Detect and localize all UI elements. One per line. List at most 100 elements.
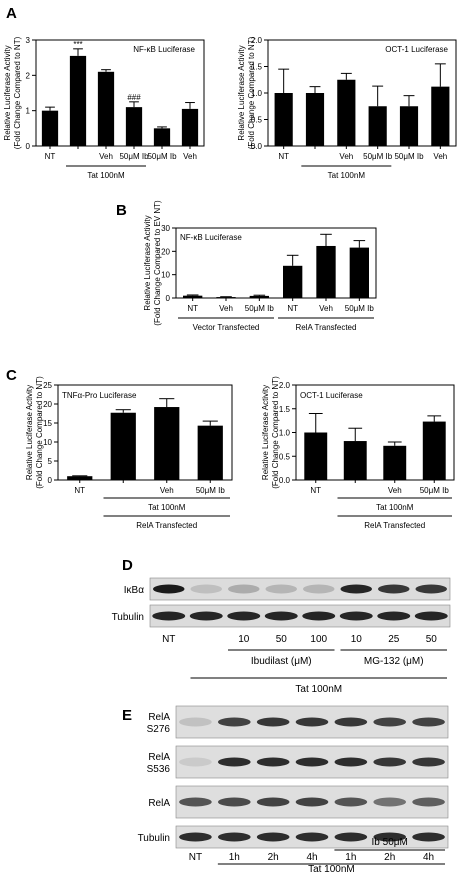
blot-band — [217, 717, 251, 727]
bar — [337, 79, 356, 146]
bar — [197, 425, 223, 480]
category-label: 50μM Ib — [394, 152, 424, 161]
lane-label: 10 — [351, 634, 363, 645]
y-tick-label: 10 — [161, 271, 170, 280]
y-tick-label: 5 — [48, 457, 53, 466]
category-label: NT — [310, 486, 321, 495]
bar — [431, 86, 450, 146]
chart-c1-tnfa: 0 5 10 15 20 25 Relative Luciferase Activity (F… — [25, 376, 233, 530]
ikba-band — [415, 584, 447, 594]
bar — [283, 265, 303, 298]
panel-label-d: D — [122, 557, 133, 574]
panel-label-b: B — [116, 202, 127, 219]
lane-label: NT — [162, 634, 175, 645]
bar — [67, 476, 93, 480]
lane-label: 2h — [384, 852, 395, 863]
bar — [399, 106, 419, 146]
blot-row-label: RelA — [148, 712, 170, 723]
tubulin-band — [377, 611, 411, 621]
blot-band — [295, 832, 329, 842]
chart-a2-oct1: 0.0 0.5 1.0 1.5 2.0 Relative Luciferase Activ… — [237, 36, 457, 180]
lane-label: 50 — [276, 634, 288, 645]
category-label: NT — [278, 152, 289, 161]
bar — [97, 71, 115, 146]
blot-band — [295, 757, 329, 767]
y-tick-label: 15 — [43, 419, 52, 428]
category-label: NT — [74, 486, 85, 495]
y-tick-label: 1 — [26, 107, 31, 116]
blot-row-label-2: S536 — [147, 764, 171, 775]
group-label: Tat 100nM — [376, 503, 414, 512]
blot-band — [412, 757, 445, 767]
category-label: Veh — [219, 304, 233, 313]
blot-band — [334, 717, 368, 727]
ikba-band — [340, 584, 372, 594]
plot-frame — [175, 227, 377, 299]
bar — [69, 55, 87, 146]
y-axis-label: Relative Luciferase Activity — [237, 45, 246, 140]
bar — [304, 432, 328, 480]
tubulin-band — [227, 611, 261, 621]
y-tick-label: 30 — [161, 224, 170, 233]
group-label: Tat 100nM — [87, 171, 125, 180]
blot-group-label: Tat 100nM — [295, 684, 342, 695]
y-tick-label: 1.0 — [279, 429, 291, 438]
western-blot-d: IκBα Tubulin NT 10 50 100 10 25 50 Ibudilast (μM)… — [112, 577, 451, 695]
lane-label: NT — [189, 852, 202, 863]
y-axis-label-2: (Fold Change Compared to NT) — [247, 36, 256, 149]
blot-band — [373, 757, 407, 767]
blot-band — [179, 832, 212, 842]
significance-mark: ### — [127, 93, 141, 102]
blot-membrane — [149, 604, 451, 628]
blot-band — [179, 717, 212, 727]
bar — [349, 247, 369, 298]
blot-band — [256, 832, 290, 842]
category-label: 50μM Ib — [196, 486, 226, 495]
lane-label: 10 — [238, 634, 250, 645]
tubulin-band — [302, 611, 336, 621]
blot-row-label: RelA — [148, 798, 170, 809]
category-label: 50μM Ib — [147, 152, 177, 161]
plot-frame — [267, 39, 457, 147]
bar — [305, 93, 325, 146]
blot-band — [334, 797, 368, 807]
blot-band — [179, 757, 212, 767]
panel-label-a: A — [6, 5, 17, 22]
y-axis-label: Relative Luciferase Activity — [25, 385, 34, 480]
category-label: NT — [187, 304, 198, 313]
lane-label: 25 — [388, 634, 400, 645]
chart-title: NF-κB Luciferase — [133, 45, 195, 54]
category-label: NT — [45, 152, 56, 161]
y-tick-label: 0.0 — [251, 142, 263, 151]
y-tick-label: 25 — [43, 381, 52, 390]
lane-label: 100 — [310, 634, 327, 645]
bar — [153, 128, 171, 146]
bar — [181, 108, 199, 146]
y-axis-label-2: (Fold Change Compared to NT) — [35, 376, 44, 489]
chart-title: TNFα-Pro Luciferase — [62, 391, 137, 400]
category-label: Veh — [160, 486, 174, 495]
category-label: Veh — [99, 152, 113, 161]
lane-label: 1h — [345, 852, 356, 863]
group-label: Vector Transfected — [193, 323, 260, 332]
group-label: RelA Transfected — [136, 521, 197, 530]
group-label: Tat 100nM — [148, 503, 186, 512]
bar — [154, 407, 180, 480]
panel-label-e: E — [122, 707, 132, 724]
y-tick-label: 1.0 — [251, 89, 263, 98]
panel-label-c: C — [6, 367, 17, 384]
y-tick-label: 2 — [26, 71, 31, 80]
plot-frame — [57, 384, 233, 481]
lane-label: 50 — [426, 634, 438, 645]
lane-label: 1h — [229, 852, 240, 863]
blot-band — [412, 832, 445, 842]
chart-b-nfkb: 0 10 20 30 Relative Luciferase Activity (Fold… — [143, 200, 377, 332]
blot-band — [295, 717, 329, 727]
y-tick-label: 0 — [26, 142, 31, 151]
bar — [183, 295, 203, 298]
y-tick-label: 0.0 — [279, 476, 291, 485]
y-tick-label: 3 — [26, 36, 31, 45]
category-label: 50μM Ib — [119, 152, 149, 161]
chart-a1-nfkb: 0 1 2 3 Relative Luciferase Activity (Fold Ch… — [3, 36, 205, 180]
y-tick-label: 0.5 — [279, 452, 291, 461]
